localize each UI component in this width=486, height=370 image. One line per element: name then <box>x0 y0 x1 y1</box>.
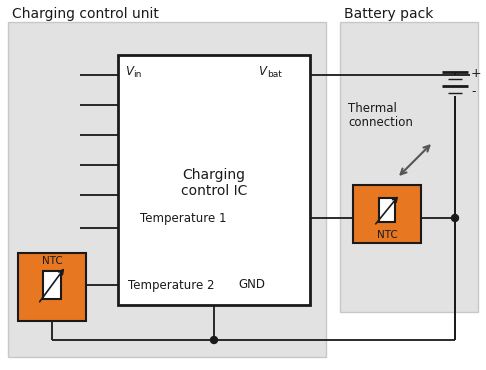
Text: -: - <box>471 85 475 98</box>
Text: bat: bat <box>267 70 282 78</box>
Text: Battery pack: Battery pack <box>344 7 434 21</box>
Bar <box>118 55 310 305</box>
Text: Temperature 1: Temperature 1 <box>140 212 226 225</box>
Bar <box>353 185 421 243</box>
Bar <box>18 253 86 321</box>
Text: Temperature 2: Temperature 2 <box>128 279 214 292</box>
Text: +: + <box>471 67 482 80</box>
Text: NTC: NTC <box>377 230 398 240</box>
Circle shape <box>210 336 218 343</box>
Text: connection: connection <box>348 115 413 128</box>
Text: Charging control unit: Charging control unit <box>12 7 159 21</box>
Bar <box>340 22 478 312</box>
Text: V: V <box>125 64 133 77</box>
Text: Charging: Charging <box>183 168 245 182</box>
Text: in: in <box>133 70 141 78</box>
Text: Thermal: Thermal <box>348 101 397 114</box>
Text: NTC: NTC <box>42 256 62 266</box>
Bar <box>43 271 61 299</box>
Bar <box>8 22 326 357</box>
Circle shape <box>451 215 458 222</box>
Bar <box>379 198 395 222</box>
Text: GND: GND <box>238 279 265 292</box>
Text: V: V <box>258 64 266 77</box>
Text: control IC: control IC <box>181 184 247 198</box>
